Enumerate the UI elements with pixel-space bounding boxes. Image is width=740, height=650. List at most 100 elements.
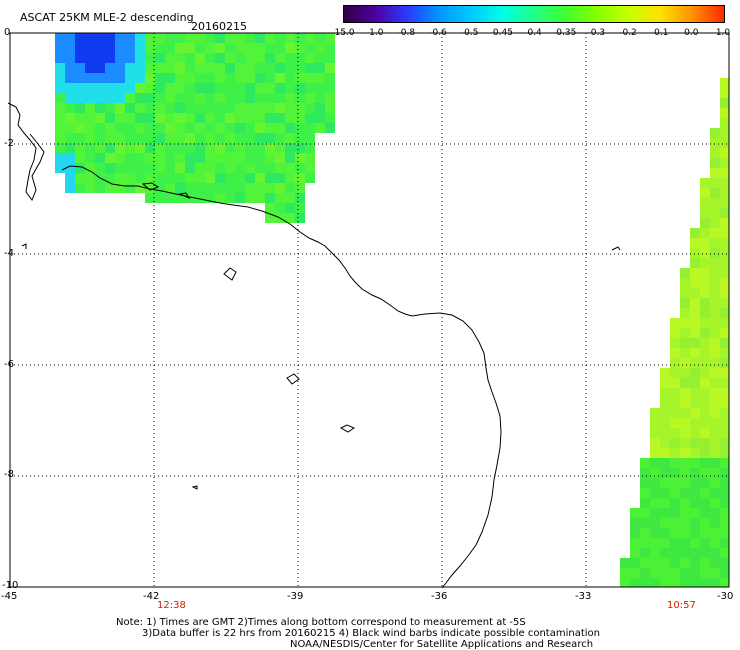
swath-cell: [710, 488, 720, 498]
swath-cell: [700, 198, 710, 208]
swath-cell: [670, 358, 680, 368]
swath-cell: [95, 113, 105, 123]
swath-cell: [710, 538, 720, 548]
swath-cell: [195, 193, 205, 203]
swath-cell: [720, 168, 729, 178]
swath-cell: [115, 73, 125, 83]
swath-cell: [700, 278, 710, 288]
timestamp-right: 10:57: [667, 600, 696, 611]
swath-cell: [650, 458, 660, 468]
swath-cell: [630, 538, 640, 548]
swath-cell: [660, 508, 670, 518]
swath-cell: [155, 103, 165, 113]
swath-cell: [135, 43, 145, 53]
swath-cell: [95, 63, 105, 73]
swath-cell: [295, 143, 305, 153]
swath-cell: [670, 378, 680, 388]
swath-cell: [690, 438, 700, 448]
swath-cell: [245, 73, 255, 83]
swath-cell: [125, 93, 135, 103]
swath-cell: [690, 408, 700, 418]
swath-cell: [265, 173, 275, 183]
swath-cell: [105, 163, 115, 173]
swath-cell: [185, 193, 195, 203]
swath-cell: [275, 43, 285, 53]
swath-cell: [115, 153, 125, 163]
swath-cell: [710, 418, 720, 428]
swath-cell: [690, 518, 700, 528]
swath-cell: [315, 33, 325, 43]
swath-cell: [670, 578, 680, 587]
swath-cell: [165, 73, 175, 83]
swath-cell: [285, 123, 295, 133]
swath-cell: [195, 63, 205, 73]
swath-cell: [710, 258, 720, 268]
swath-cell: [75, 83, 85, 93]
swath-cell: [105, 133, 115, 143]
swath-cell: [85, 113, 95, 123]
swath-cell: [135, 53, 145, 63]
swath-cell: [680, 478, 690, 488]
swath-cell: [255, 183, 265, 193]
swath-cell: [650, 438, 660, 448]
swath-cell: [265, 33, 275, 43]
swath-cell: [265, 73, 275, 83]
swath-cell: [75, 43, 85, 53]
swath-cell: [125, 83, 135, 93]
swath-cell: [710, 158, 720, 168]
swath-cell: [155, 153, 165, 163]
swath-cell: [255, 163, 265, 173]
swath-cell: [125, 33, 135, 43]
swath-cell: [670, 348, 680, 358]
swath-cell: [285, 33, 295, 43]
swath-cell: [205, 183, 215, 193]
swath-cell: [680, 328, 690, 338]
swath-cell: [700, 298, 710, 308]
lon-label-30: -30: [717, 591, 734, 602]
swath-cell: [670, 458, 680, 468]
swath-cell: [105, 143, 115, 153]
swath-cell: [630, 518, 640, 528]
swath-cell: [710, 428, 720, 438]
swath-cell: [690, 498, 700, 508]
swath-cell: [660, 418, 670, 428]
swath-cell: [225, 163, 235, 173]
timestamp-left: 12:38: [157, 600, 186, 611]
swath-cell: [305, 163, 315, 173]
swath-cell: [670, 488, 680, 498]
swath-cell: [285, 43, 295, 53]
swath-cell: [305, 113, 315, 123]
swath-cell: [680, 368, 690, 378]
swath-cell: [135, 63, 145, 73]
swath-cell: [680, 458, 690, 468]
swath-cell: [85, 103, 95, 113]
swath-cell: [710, 378, 720, 388]
swath-cell: [165, 43, 175, 53]
swath-cell: [175, 173, 185, 183]
swath-cell: [660, 518, 670, 528]
swath-cell: [650, 528, 660, 538]
swath-cell: [85, 123, 95, 133]
swath-cell: [245, 183, 255, 193]
swath-cell: [135, 83, 145, 93]
swath-cell: [155, 183, 165, 193]
swath-cell: [295, 153, 305, 163]
swath-cell: [720, 458, 729, 468]
swath-cell: [95, 53, 105, 63]
swath-cell: [145, 113, 155, 123]
swath-cell: [215, 153, 225, 163]
swath-cell: [700, 538, 710, 548]
swath-cell: [165, 33, 175, 43]
swath-cell: [285, 63, 295, 73]
swath-cell: [55, 83, 65, 93]
swath-cell: [315, 123, 325, 133]
swath-cell: [720, 328, 729, 338]
swath-cell: [650, 558, 660, 568]
swath-cell: [690, 568, 700, 578]
swath-cell: [205, 63, 215, 73]
swath-cell: [305, 63, 315, 73]
swath-cell: [65, 163, 75, 173]
lon-label-36: -36: [431, 591, 448, 602]
swath-cell: [115, 83, 125, 93]
swath-cell: [285, 153, 295, 163]
